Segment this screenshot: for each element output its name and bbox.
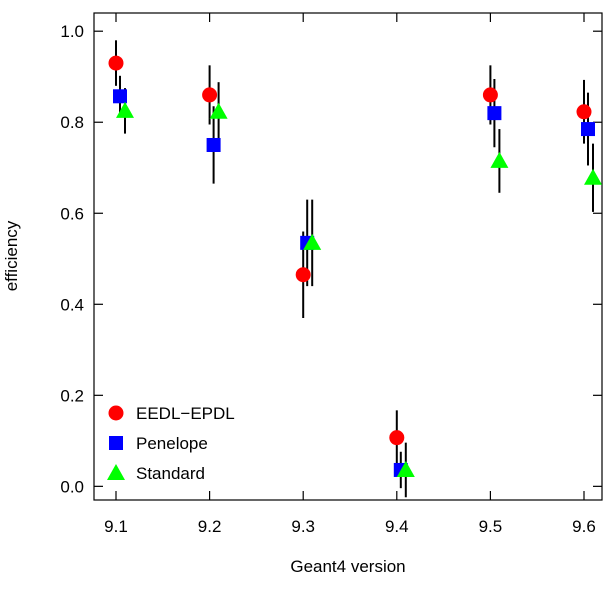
x-axis-label: Geant4 version: [290, 557, 405, 576]
penelope-point: [206, 137, 221, 152]
penelope-point: [581, 122, 595, 137]
penelope-point: [487, 106, 502, 121]
eedl-epdl-point: [202, 87, 218, 103]
standard-point: [490, 151, 509, 168]
x-tick-label: 9.3: [291, 517, 315, 536]
legend-marker: [108, 405, 124, 421]
axis-ticks: 9.1 9.2 9.3 9.4 9.5 9.6 0.0 0.2 0.4 0.6 0.8 1.0: [60, 13, 602, 536]
x-tick-label: 9.2: [198, 517, 222, 536]
eedl-epdl-point: [108, 55, 124, 71]
eedl-epdl-point: [295, 267, 311, 283]
penelope-point: [113, 89, 127, 104]
legend-label: Standard: [136, 464, 205, 483]
legend-label: EEDL−EPDL: [136, 404, 235, 423]
legend-marker: [107, 464, 125, 480]
x-tick-label: 9.4: [385, 517, 409, 536]
standard-point: [116, 101, 134, 118]
x-tick-label: 9.6: [572, 517, 596, 536]
standard-point: [396, 460, 415, 477]
y-tick-label: 0.2: [60, 386, 84, 405]
standard-point: [584, 168, 602, 185]
y-axis-label: efficiency: [2, 220, 21, 291]
y-tick-label: 0.6: [60, 204, 84, 223]
x-tick-label: 9.5: [479, 517, 503, 536]
eedl-epdl-point: [389, 430, 405, 446]
legend: EEDL−EPDL Penelope Standard: [107, 404, 235, 483]
legend-label: Penelope: [136, 434, 208, 453]
x-tick-label: 9.1: [104, 517, 128, 536]
y-tick-label: 0.4: [60, 295, 84, 314]
error-bars: [115, 40, 594, 498]
y-tick-label: 0.8: [60, 113, 84, 132]
y-tick-label: 0.0: [60, 477, 84, 496]
eedl-epdl-point: [576, 104, 592, 120]
legend-marker: [109, 436, 123, 450]
eedl-epdl-point: [482, 87, 498, 103]
data-markers: [108, 55, 602, 477]
standard-point: [209, 102, 228, 119]
y-tick-label: 1.0: [60, 22, 84, 41]
plot-frame: [93, 12, 603, 501]
standard-point: [303, 233, 322, 250]
